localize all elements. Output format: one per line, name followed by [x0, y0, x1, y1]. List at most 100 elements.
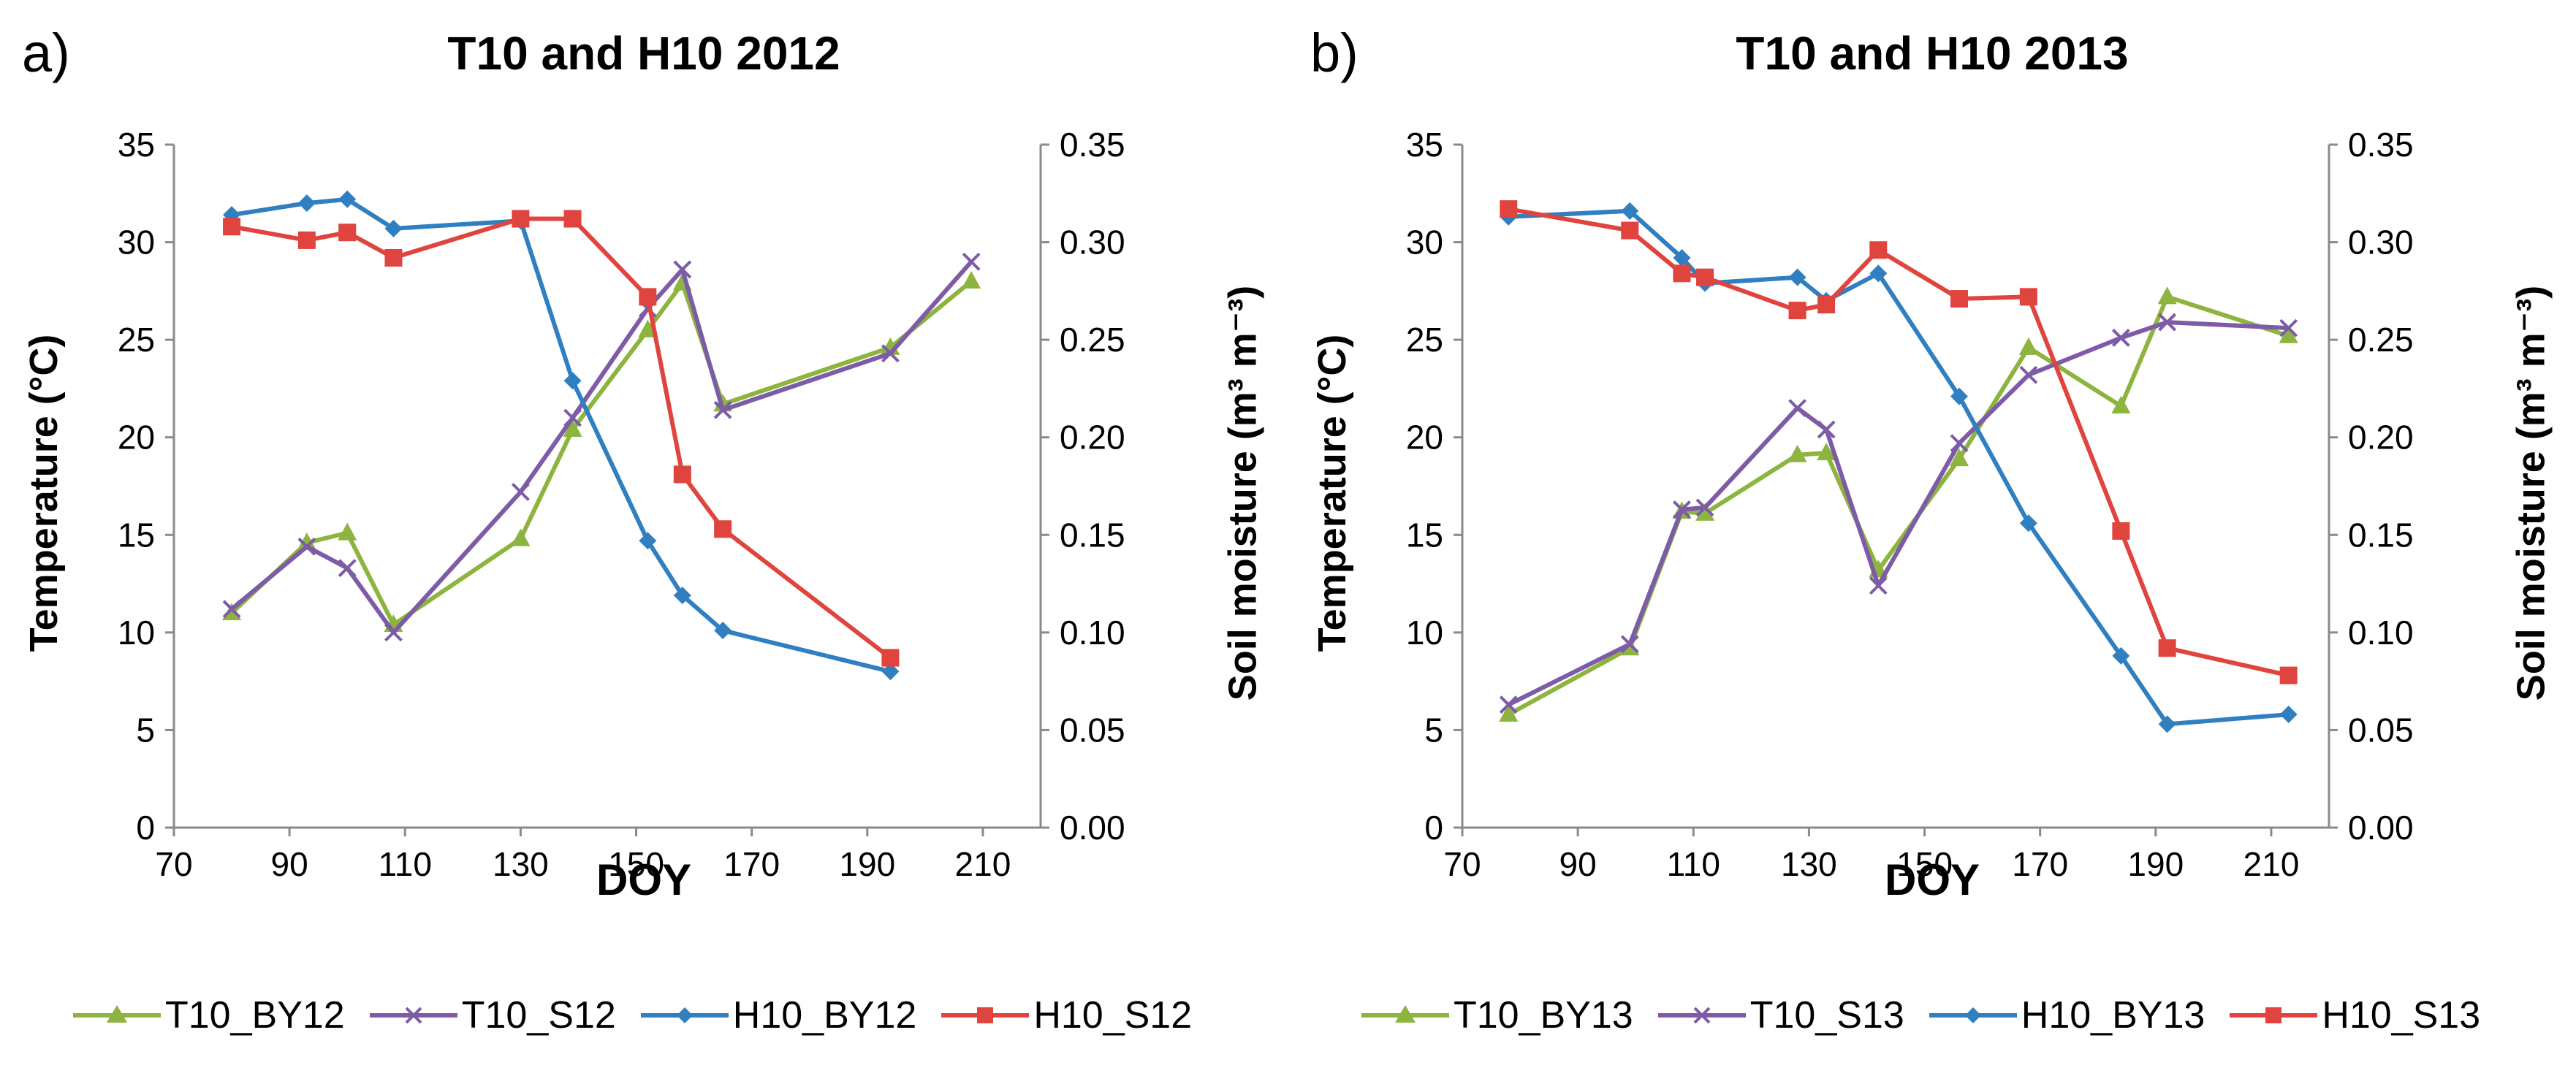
panel-label: b) [1310, 23, 1359, 83]
series-line [1507, 320, 2289, 707]
y-axis-label-left: Temperature (°C) [22, 334, 66, 652]
data-point-square [2279, 666, 2298, 684]
data-point-x [713, 400, 732, 419]
series-line [1508, 208, 2289, 727]
y-tick-label: 10 [118, 614, 155, 652]
data-point-triangle [222, 603, 242, 621]
y2-tick-label: 0.05 [2348, 711, 2414, 749]
y2-tick-label: 0.00 [2348, 809, 2414, 847]
y2-tick-label: 0.10 [1060, 614, 1125, 652]
x-tick-label: 110 [1667, 845, 1720, 883]
legend-diamond-icon [1929, 1007, 2017, 1023]
chart-panel-b: 0 5 10 15 20 25 30 35 0.00 0.05 0.10 0.15 0.20 0.25 0.… [1288, 0, 2576, 1065]
legend-item-t10-s13: T10_S13 [1657, 993, 1904, 1037]
chart-title: T10 and H10 2012 [447, 27, 840, 80]
y-tick-label: 25 [118, 321, 155, 359]
data-point-triangle [962, 271, 981, 289]
data-point-square [1869, 241, 1888, 259]
data-point-triangle [563, 419, 582, 438]
legend-item-t10-s12: T10_S12 [369, 993, 616, 1037]
data-point-square [2158, 639, 2176, 657]
data-point-square [1817, 296, 1836, 314]
data-point-diamond [1621, 202, 1639, 220]
legend-x-icon [369, 1007, 457, 1024]
data-point-square [1621, 221, 1639, 240]
data-point-triangle [2111, 395, 2131, 413]
data-point-square [2112, 522, 2130, 540]
series-t10-by13 [1499, 286, 2298, 722]
data-point-triangle [2018, 337, 2038, 355]
y2-tick-label: 0.15 [1060, 516, 1125, 554]
y-tick-label: 0 [1424, 809, 1443, 847]
data-point-x [2111, 329, 2130, 347]
data-point-square [1950, 290, 1968, 308]
data-point-triangle [338, 522, 357, 541]
y-tick-label: 30 [118, 224, 155, 262]
data-point-square [384, 248, 403, 267]
legend-item-h10-by12: H10_BY12 [640, 993, 917, 1037]
data-point-x [1695, 498, 1714, 517]
data-point-triangle [638, 319, 658, 337]
legend-item-h10-s12: H10_S12 [941, 993, 1192, 1037]
data-point-x [2279, 318, 2298, 337]
y2-tick-label: 0.35 [2348, 126, 2414, 164]
legend: T10_BY12 T10_S12 H10_BY12 H10_S12 [73, 993, 1217, 1037]
data-point-triangle [297, 532, 316, 550]
series-line [231, 196, 892, 674]
series-line [231, 216, 892, 660]
legend-label: T10_S13 [1749, 994, 1904, 1037]
y2-tick-label: 0.20 [1060, 419, 1125, 457]
y-tick-label: 25 [1406, 321, 1443, 359]
legend-label: T10_BY12 [165, 994, 345, 1037]
y2-tick-label: 0.05 [1060, 711, 1125, 749]
y-axis-label-right: Soil moisture (m³ m⁻³) [2509, 285, 2553, 701]
series-t10-s13 [1499, 313, 2298, 714]
data-point-x [384, 623, 403, 642]
data-point-x [881, 344, 900, 363]
legend-square-icon [941, 1007, 1030, 1023]
data-point-square [223, 218, 241, 236]
data-point-triangle [1817, 443, 1836, 461]
data-point-square [881, 649, 900, 667]
data-point-diamond [297, 194, 316, 213]
y2-tick-label: 0.30 [1060, 224, 1125, 262]
data-point-square [1788, 302, 1806, 320]
legend-label: H10_BY13 [2021, 994, 2205, 1037]
x-axis-label: DOY [1884, 855, 1980, 904]
x-tick-label: 170 [723, 845, 780, 883]
data-point-x [1869, 576, 1888, 595]
legend-label: H10_S12 [1033, 994, 1193, 1037]
y2-tick-label: 0.25 [2348, 321, 2414, 359]
x-tick-label: 70 [155, 845, 192, 883]
panel-label: a) [22, 23, 70, 83]
plot-area-a: 0 5 10 15 20 25 30 35 0.00 0.05 0.10 0.15 0.20 0.25 0.… [118, 126, 1125, 883]
data-point-x [297, 537, 316, 556]
legend-diamond-icon [640, 1007, 729, 1023]
data-point-x [1499, 695, 1518, 714]
legend-label: H10_BY12 [732, 994, 917, 1037]
data-point-square [1500, 200, 1518, 218]
data-point-square [512, 210, 530, 228]
x-tick-label: 170 [2012, 845, 2068, 883]
y-axis-label-left: Temperature (°C) [1310, 334, 1354, 652]
x-tick-label: 210 [2243, 845, 2300, 883]
y-tick-label: 5 [136, 711, 155, 749]
data-point-triangle [2279, 325, 2298, 343]
data-point-square [297, 231, 316, 249]
x-tick-label: 110 [379, 845, 432, 883]
legend-item-t10-by12: T10_BY12 [73, 993, 345, 1037]
x-axis-label: DOY [596, 855, 692, 904]
series-t10-by12 [222, 271, 981, 633]
data-point-diamond [384, 219, 403, 237]
legend-square-icon [2230, 1007, 2318, 1023]
y-tick-label: 0 [136, 809, 155, 847]
legend-triangle-icon [73, 1005, 161, 1023]
y-tick-label: 20 [118, 419, 155, 457]
y-tick-label: 35 [118, 126, 155, 164]
data-point-triangle [1695, 503, 1715, 521]
legend-label: T10_BY13 [1454, 994, 1633, 1037]
legend-triangle-icon [1361, 1005, 1449, 1023]
data-point-diamond [714, 622, 732, 640]
data-point-x [511, 483, 530, 501]
data-point-triangle [1949, 448, 1969, 467]
